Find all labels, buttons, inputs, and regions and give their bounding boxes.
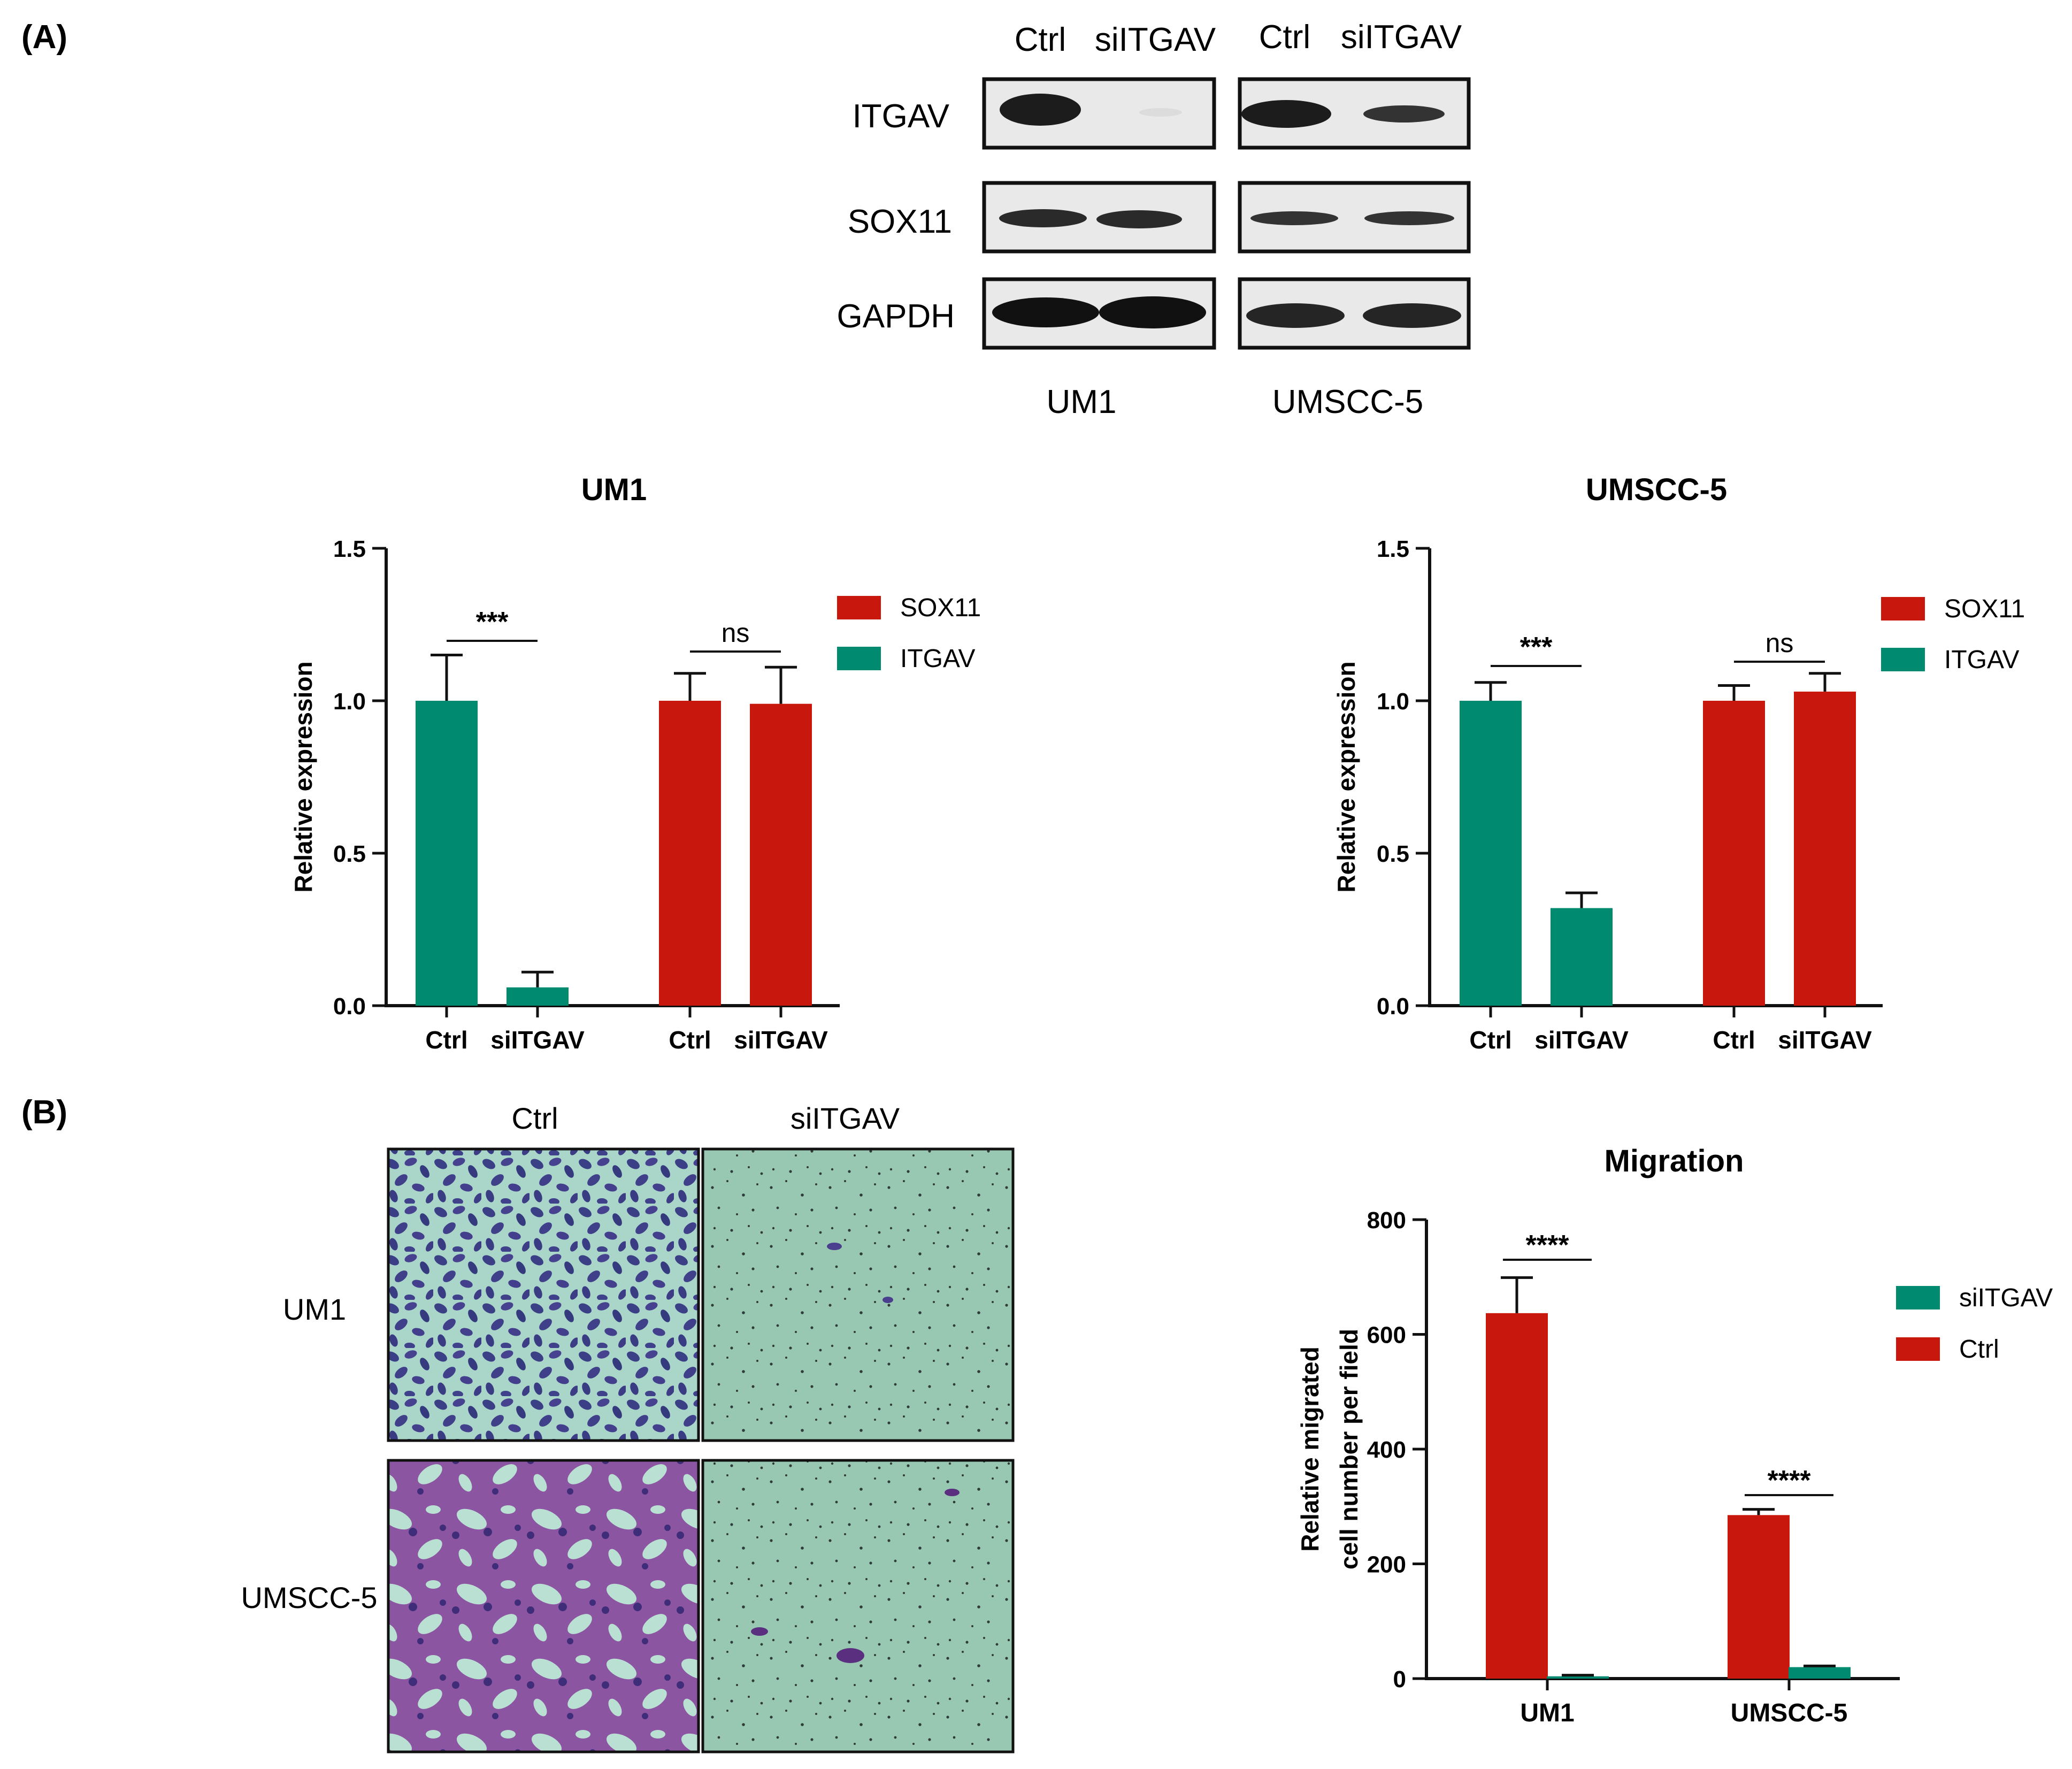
y-tick-label: 0.5 [333, 841, 366, 867]
blot-strip [1238, 181, 1471, 254]
legend-swatch [837, 596, 881, 619]
image-column-label: Ctrl [511, 1101, 558, 1135]
y-tick-label: 600 [1367, 1322, 1406, 1349]
legend-label: ITGAV [1944, 646, 2019, 674]
legend-label: ITGAV [900, 645, 975, 673]
bar [1460, 701, 1522, 1006]
image-row-label: UMSCC-5 [241, 1581, 377, 1614]
legend-swatch [1896, 1286, 1940, 1309]
significance-label: **** [1526, 1230, 1570, 1261]
blot-strip [1238, 77, 1471, 150]
y-tick-label: 0.5 [1377, 841, 1409, 867]
y-axis-label: cell number per field [1335, 1329, 1363, 1569]
panel-label-b: (B) [21, 1094, 67, 1131]
x-tick-label: Ctrl [1469, 1026, 1511, 1054]
bar [1789, 1667, 1851, 1679]
significance-label: *** [1520, 632, 1553, 663]
bar [659, 701, 721, 1006]
micrograph-umscc5-ctrl [387, 1459, 700, 1753]
blot-row-label: SOX11 [848, 203, 952, 240]
chart-title: UM1 [581, 472, 647, 507]
bar [750, 703, 812, 1006]
bar [1794, 691, 1856, 1006]
blot-strip [982, 181, 1216, 254]
x-tick-label: Ctrl [1713, 1026, 1755, 1054]
y-tick-label: 800 [1367, 1207, 1406, 1234]
y-tick-label: 200 [1367, 1552, 1406, 1578]
chart-umscc-5: UMSCC-5 0.0 0.5 1.0 1.5 Relative expression Ct… [1332, 472, 2025, 1054]
blot-lane-label: siITGAV [1095, 21, 1216, 58]
chart-migration: Migration 0 200 400 600 800 Relative migrated c… [1296, 1144, 2053, 1727]
bar [416, 701, 478, 1006]
blot-row-label: ITGAV [853, 98, 950, 135]
y-tick-label: 1.5 [1377, 536, 1409, 562]
blot-row-label: GAPDH [837, 298, 955, 335]
bar [507, 987, 569, 1006]
legend-label: SOX11 [900, 594, 981, 622]
y-tick-label: 1.5 [333, 536, 366, 562]
y-tick-label: 0.0 [1377, 993, 1409, 1020]
x-tick-label: siITGAV [734, 1026, 828, 1054]
blot-cell-line-label: UMSCC-5 [1272, 384, 1423, 420]
bar [1728, 1515, 1790, 1679]
migration-images: Ctrl siITGAV UM1 UMSCC-5 [241, 1101, 1015, 1753]
legend-swatch [837, 647, 881, 670]
chart-title: Migration [1605, 1144, 1744, 1178]
bar [1547, 1676, 1609, 1679]
blot-cell-line-label: UM1 [1047, 384, 1117, 420]
y-axis-label: Relative expression [1332, 661, 1360, 892]
y-tick-label: 0.0 [333, 993, 366, 1020]
image-column-label: siITGAV [791, 1101, 900, 1135]
significance-label: ns [722, 618, 750, 648]
y-tick-label: 0 [1393, 1666, 1406, 1693]
legend-label: SOX11 [1944, 595, 2025, 623]
legend-swatch [1881, 648, 1925, 671]
bar [1551, 908, 1613, 1006]
micrograph-um1-siitgav [701, 1147, 1015, 1442]
significance-label: ns [1766, 628, 1794, 658]
blot-lane-label: siITGAV [1341, 19, 1462, 56]
y-axis-label: Relative migrated [1296, 1346, 1324, 1551]
y-tick-label: 400 [1367, 1437, 1406, 1463]
y-tick-label: 1.0 [1377, 688, 1409, 715]
image-row-label: UM1 [283, 1292, 346, 1326]
blot-strip [1238, 277, 1471, 350]
x-tick-label: Ctrl [425, 1026, 467, 1054]
x-tick-label: siITGAV [490, 1026, 585, 1054]
x-tick-label: UMSCC-5 [1731, 1699, 1848, 1727]
legend-swatch [1896, 1337, 1940, 1361]
blot-lane-label: Ctrl [1259, 19, 1310, 56]
legend-label: siITGAV [1959, 1284, 2053, 1312]
blot-strip [982, 77, 1216, 150]
x-tick-label: UM1 [1520, 1699, 1574, 1727]
blot-lane-label: Ctrl [1015, 21, 1066, 58]
significance-label: *** [476, 607, 509, 638]
significance-label: **** [1768, 1465, 1812, 1496]
western-blot: Ctrl siITGAV Ctrl siITGAV ITGAV SOX11 GA… [837, 19, 1471, 420]
x-tick-label: siITGAV [1534, 1026, 1629, 1054]
blot-strip [982, 277, 1216, 350]
y-tick-label: 1.0 [333, 688, 366, 715]
chart-title: UMSCC-5 [1586, 472, 1727, 507]
bar [1486, 1313, 1548, 1679]
micrograph-um1-ctrl [387, 1147, 700, 1442]
x-tick-label: Ctrl [669, 1026, 711, 1054]
bar [1703, 701, 1765, 1006]
panel-label-a: (A) [21, 19, 67, 56]
micrograph-umscc5-siitgav [701, 1459, 1015, 1753]
y-axis-label: Relative expression [289, 661, 317, 892]
legend-label: Ctrl [1959, 1335, 1999, 1364]
legend-swatch [1881, 597, 1925, 621]
x-tick-label: siITGAV [1778, 1026, 1872, 1054]
